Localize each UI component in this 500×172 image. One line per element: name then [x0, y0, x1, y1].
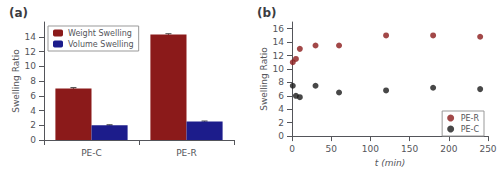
svg-text:14: 14	[25, 32, 37, 42]
svg-text:50: 50	[325, 144, 337, 154]
svg-text:Swelling Ratio: Swelling Ratio	[11, 49, 21, 113]
svg-text:PE-C: PE-C	[461, 125, 480, 134]
svg-text:150: 150	[401, 144, 418, 154]
svg-text:2: 2	[278, 118, 284, 128]
svg-text:Volume Swelling: Volume Swelling	[68, 40, 134, 49]
svg-text:PE-R: PE-R	[176, 148, 197, 158]
svg-text:PE-R: PE-R	[461, 114, 480, 123]
svg-text:200: 200	[440, 144, 457, 154]
svg-text:12: 12	[25, 47, 36, 57]
svg-text:12: 12	[273, 51, 284, 61]
svg-text:(a): (a)	[9, 6, 28, 20]
svg-text:10: 10	[25, 61, 37, 71]
svg-text:(b): (b)	[257, 6, 277, 20]
svg-text:t (min): t (min)	[375, 158, 405, 168]
svg-text:4: 4	[30, 106, 36, 116]
svg-text:Swelling Ratio: Swelling Ratio	[259, 47, 269, 111]
svg-text:Weight Swelling: Weight Swelling	[68, 29, 132, 38]
svg-text:250: 250	[479, 144, 496, 154]
svg-text:2: 2	[30, 120, 36, 130]
svg-text:0: 0	[30, 135, 36, 145]
svg-text:0: 0	[289, 144, 295, 154]
svg-text:6: 6	[30, 91, 36, 101]
svg-text:4: 4	[278, 104, 284, 114]
svg-text:8: 8	[278, 77, 284, 87]
svg-text:6: 6	[278, 91, 284, 101]
svg-text:16: 16	[273, 24, 285, 34]
svg-text:0: 0	[278, 131, 284, 141]
svg-text:100: 100	[362, 144, 379, 154]
svg-text:14: 14	[273, 37, 285, 47]
svg-text:8: 8	[30, 76, 36, 86]
svg-text:10: 10	[273, 64, 285, 74]
svg-text:PE-C: PE-C	[81, 148, 102, 158]
